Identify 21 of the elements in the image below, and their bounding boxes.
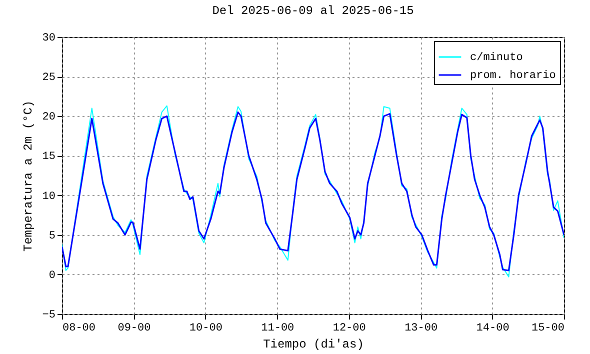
y-tick-label: 0 xyxy=(48,270,56,282)
chart-title: Del 2025-06-09 al 2025-06-15 xyxy=(212,4,414,18)
x-tick-label: 10-00 xyxy=(189,322,222,334)
legend-label: c/minuto xyxy=(470,52,523,64)
y-tick-label: 20 xyxy=(42,112,56,124)
x-tick-label: 08-00 xyxy=(62,322,96,334)
y-tick-label: 15 xyxy=(42,151,56,164)
x-tick-label: 15-00 xyxy=(531,322,564,334)
x-tick-label: 14-00 xyxy=(476,322,510,334)
y-tick-label: −5 xyxy=(42,310,56,322)
x-tick-label: 12-00 xyxy=(332,322,366,334)
y-tick-label: 25 xyxy=(42,72,56,84)
y-tick-label: 30 xyxy=(42,32,56,44)
x-axis-title: Tiempo (di'as) xyxy=(263,338,364,352)
x-tick-label: 09-00 xyxy=(118,322,151,334)
legend-label: prom. horario xyxy=(470,70,556,82)
x-tick-label: 11-00 xyxy=(261,322,294,334)
y-tick-label: 5 xyxy=(48,230,56,242)
y-axis-title: Temperatura a 2m (°C) xyxy=(21,100,36,252)
x-tick-label: 13-00 xyxy=(404,322,438,334)
y-tick-label: 10 xyxy=(42,190,56,203)
